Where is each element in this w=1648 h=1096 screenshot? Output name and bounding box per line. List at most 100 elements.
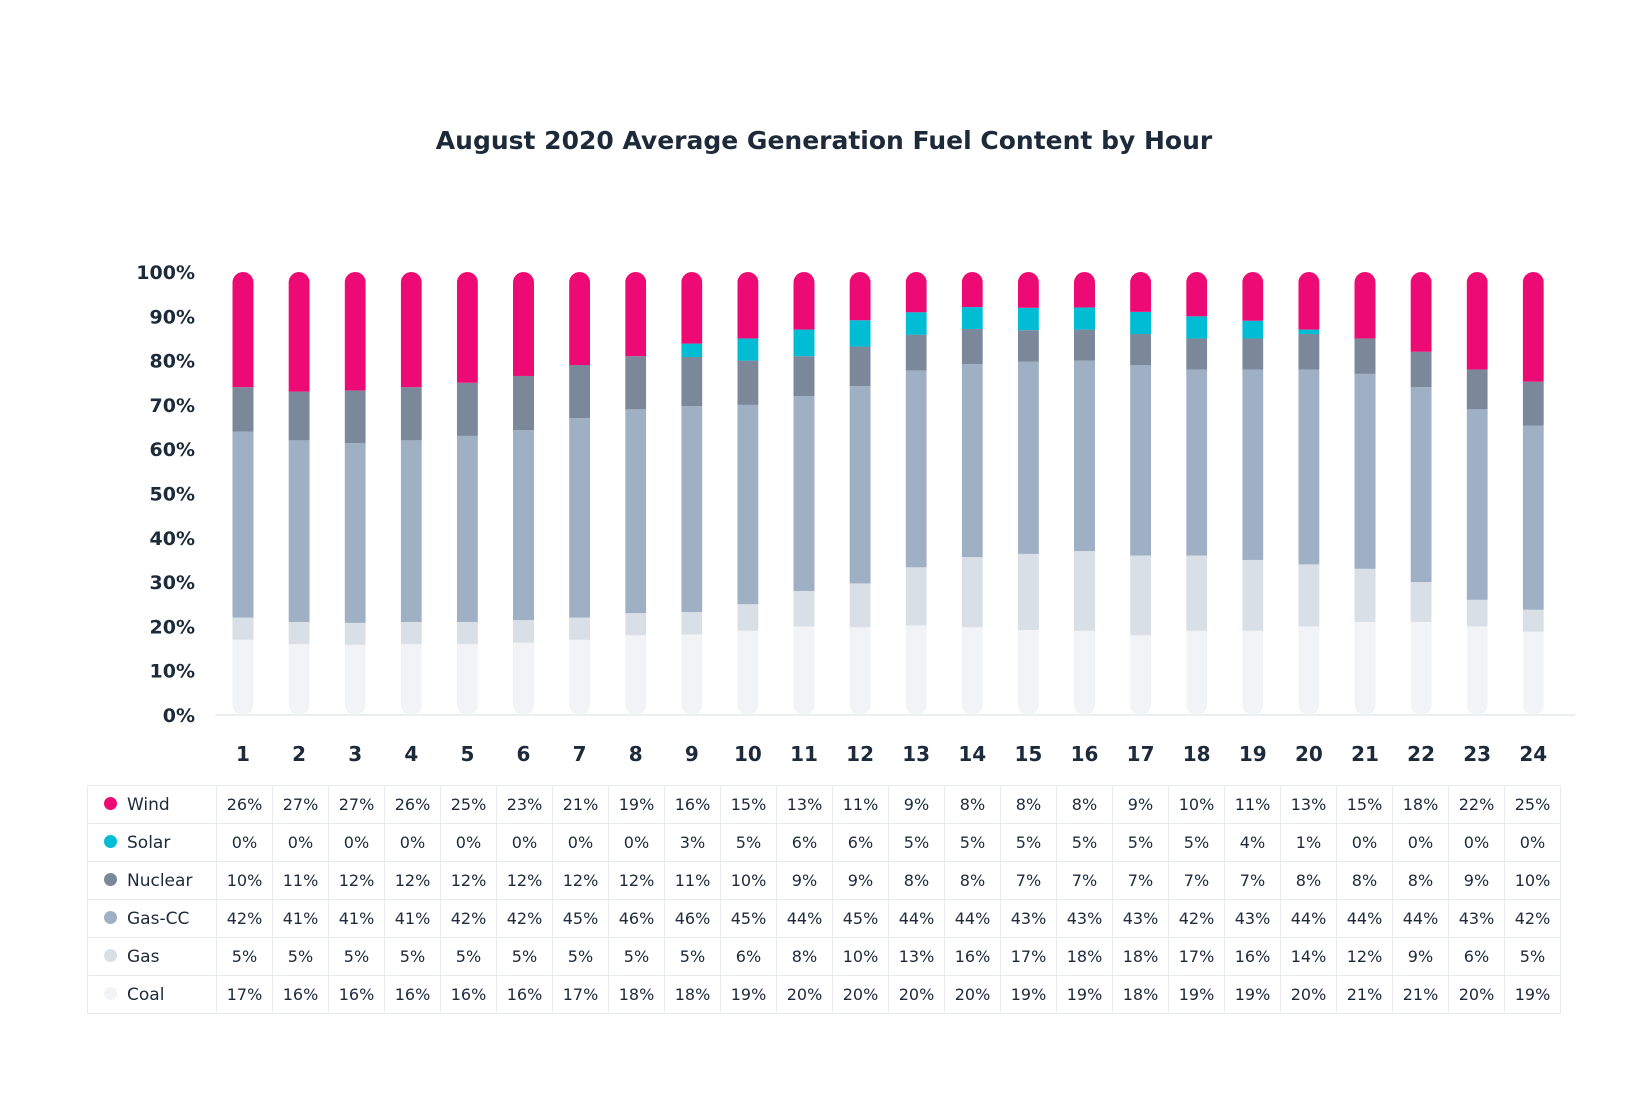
data-label: 44% [1280, 899, 1337, 938]
data-label: 8% [1392, 861, 1449, 900]
table-row: Nuclear 10% 11% 12% 12% 12% 12% 12% 12% 11% 10% 9% 9… [87, 861, 1561, 900]
data-label: 20% [776, 975, 833, 1014]
data-label: 43% [1112, 899, 1169, 938]
x-tick-label: 23 [1463, 742, 1491, 766]
data-label: 17% [216, 975, 273, 1014]
data-label: 0% [1504, 823, 1561, 862]
data-label: 5% [1112, 823, 1169, 862]
bar-stack-hour-12 [849, 272, 871, 715]
bar-segment-gas [625, 613, 647, 636]
data-label: 43% [1448, 899, 1505, 938]
data-label: 12% [1336, 937, 1393, 976]
bar-segment-gas-cc [513, 430, 534, 621]
data-label: 1% [1280, 823, 1337, 862]
data-label: 42% [1168, 899, 1225, 938]
data-label: 46% [664, 899, 721, 938]
bar-segment-nuclear [849, 346, 871, 387]
data-label: 14% [1280, 937, 1337, 976]
data-label: 45% [720, 899, 777, 938]
data-label: 5% [328, 937, 385, 976]
bar-segment-gas [905, 567, 927, 626]
legend-swatch-icon [104, 835, 117, 848]
bar-segment-gas [737, 604, 759, 631]
data-label: 16% [328, 975, 385, 1014]
bar-stack-hour-13 [905, 272, 927, 715]
data-label: 27% [328, 785, 385, 824]
data-label: 20% [1448, 975, 1505, 1014]
bar-segment-gas-cc [793, 396, 815, 591]
bar-segment-gas-cc [400, 440, 422, 622]
data-label: 20% [832, 975, 889, 1014]
bar-segment-gas [849, 583, 871, 628]
bar-segment-coal [1017, 629, 1039, 715]
bar-segment-gas [1410, 582, 1432, 622]
bar-stack-hour-23 [1466, 272, 1488, 715]
bar-segment-gas-cc [456, 435, 478, 622]
data-label: 5% [1168, 823, 1225, 862]
data-label: 41% [328, 899, 385, 938]
data-label: 19% [1000, 975, 1057, 1014]
bar-segment-coal [1522, 631, 1544, 715]
bar-segment-coal [849, 627, 871, 715]
data-label: 5% [888, 823, 945, 862]
data-label: 4% [1224, 823, 1281, 862]
bar-stack-hour-20 [1298, 272, 1320, 715]
bar-segment-wind [1410, 272, 1432, 352]
bar-segment-coal [681, 634, 703, 715]
data-label: 44% [776, 899, 833, 938]
x-tick-label: 16 [1071, 742, 1099, 766]
bar-segment-gas [400, 621, 422, 645]
series-name: Wind [127, 794, 170, 815]
data-label: 10% [832, 937, 889, 976]
bar-stack-hour-19 [1242, 272, 1264, 715]
bar-segment-coal [400, 644, 422, 715]
bar-segment-nuclear [737, 360, 759, 405]
data-label: 16% [944, 937, 1001, 976]
bar-segment-wind [681, 272, 703, 344]
data-label: 8% [944, 785, 1001, 824]
bar-segment-gas [1298, 564, 1320, 627]
data-label: 6% [776, 823, 833, 862]
data-label: 5% [1056, 823, 1113, 862]
data-label: 7% [1056, 861, 1113, 900]
bar-stack-hour-11 [793, 272, 815, 715]
data-label: 5% [1504, 937, 1561, 976]
x-tick-label: 20 [1295, 742, 1323, 766]
data-label: 7% [1224, 861, 1281, 900]
bar-segment-nuclear [1522, 381, 1544, 426]
data-label: 19% [1224, 975, 1281, 1014]
bar-segment-solar [793, 329, 815, 357]
x-tick-label: 6 [517, 742, 531, 766]
data-label: 12% [496, 861, 553, 900]
bar-segment-wind [1074, 272, 1095, 308]
data-label: 5% [720, 823, 777, 862]
bar-segment-wind [1466, 272, 1488, 370]
data-label: 5% [664, 937, 721, 976]
bar-stack-hour-6 [513, 272, 534, 715]
x-tick-label: 18 [1183, 742, 1211, 766]
legend-swatch-icon [104, 987, 117, 1000]
bar-segment-solar [1074, 307, 1095, 330]
bar-stack-hour-21 [1354, 272, 1376, 715]
data-label: 12% [552, 861, 609, 900]
bar-segment-gas-cc [1298, 369, 1320, 565]
bar-stack-hour-17 [1130, 272, 1152, 715]
bar-segment-gas-cc [232, 431, 254, 618]
data-label: 0% [440, 823, 497, 862]
x-axis-ticks: 1 2 3 4 5 6 7 8 9 10 11 12 13 14 15 16 17 18 19 20 21 22 23 24 [236, 742, 1547, 766]
bar-segment-gas [232, 617, 254, 640]
x-tick-label: 5 [460, 742, 474, 766]
bar-segment-nuclear [1074, 329, 1095, 361]
bar-segment-nuclear [1017, 330, 1039, 362]
bar-segment-gas [1522, 609, 1544, 632]
data-label: 8% [1056, 785, 1113, 824]
bar-segment-gas [1354, 568, 1376, 622]
bar-stack-hour-24 [1522, 272, 1544, 715]
bar-segment-gas [1074, 551, 1095, 631]
bar-segment-coal [1186, 630, 1208, 715]
data-label: 16% [384, 975, 441, 1014]
bar-segment-nuclear [513, 375, 534, 431]
bar-segment-gas-cc [905, 370, 927, 568]
data-label: 45% [832, 899, 889, 938]
data-label: 25% [440, 785, 497, 824]
